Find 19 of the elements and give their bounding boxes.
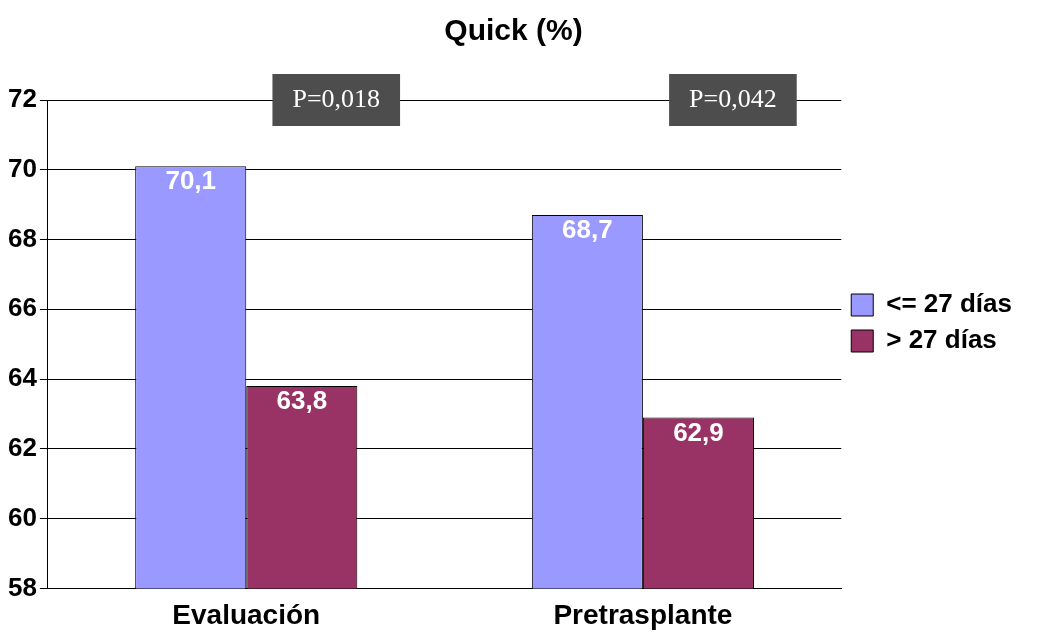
chart-title: Quick (%) xyxy=(444,13,583,47)
y-tick-label: 68 xyxy=(8,222,37,253)
y-tick-label: 58 xyxy=(8,571,37,602)
y-tick-label: 62 xyxy=(8,432,37,463)
annotation: P=0,018 xyxy=(292,83,381,113)
y-tick-label: 64 xyxy=(8,362,38,393)
y-tick-label: 72 xyxy=(8,83,37,114)
legend-label: > 27 días xyxy=(886,324,997,355)
annotation: P=0,042 xyxy=(689,83,777,113)
y-tick-label: 60 xyxy=(8,501,37,532)
data-label: 62,9 xyxy=(673,416,724,447)
x-tick-label: Evaluación xyxy=(172,598,321,630)
legend-label: <= 27 días xyxy=(886,288,1013,319)
y-tick-label: 70 xyxy=(8,152,37,183)
data-label: 63,8 xyxy=(276,385,328,416)
data-label: 68,7 xyxy=(562,214,613,245)
data-label: 70,1 xyxy=(165,165,217,196)
y-tick-label: 66 xyxy=(8,292,37,323)
x-tick-label: Pretrasplante xyxy=(553,598,733,630)
